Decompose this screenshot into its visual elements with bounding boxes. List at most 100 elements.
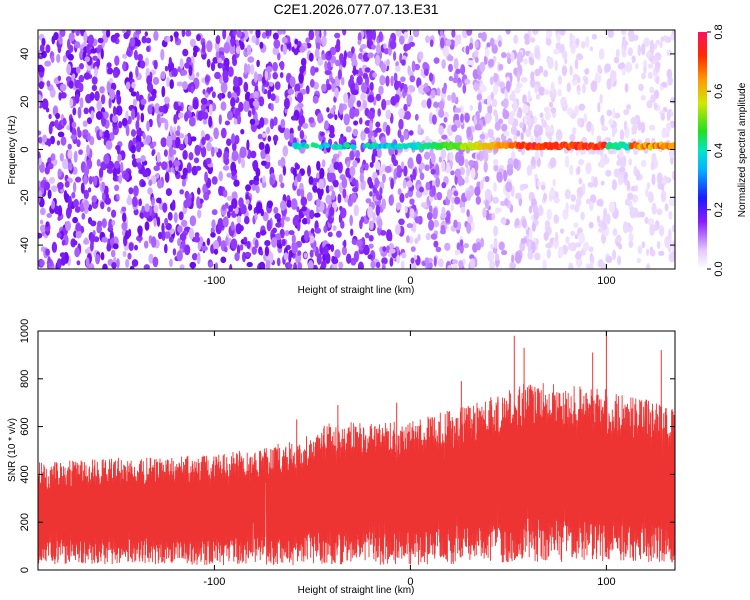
heatmap-cell bbox=[300, 196, 308, 207]
heatmap-cell bbox=[310, 78, 315, 88]
heatmap-cell bbox=[297, 125, 302, 132]
heatmap-cell bbox=[624, 198, 631, 206]
heatmap-cell bbox=[100, 201, 105, 210]
heatmap-cell bbox=[501, 52, 507, 59]
heatmap-cell bbox=[169, 258, 173, 268]
heatmap-cell bbox=[553, 197, 560, 204]
heatmap-cell bbox=[214, 262, 218, 269]
heatmap-cell bbox=[352, 186, 359, 193]
heatmap-cell bbox=[251, 35, 257, 44]
heatmap-cell bbox=[293, 179, 298, 187]
heatmap-cell bbox=[342, 30, 347, 36]
heatmap-cell bbox=[100, 252, 105, 261]
heatmap-cell bbox=[566, 107, 573, 116]
heatmap-cell bbox=[316, 160, 321, 171]
heatmap-cell bbox=[69, 44, 74, 53]
heatmap-cell bbox=[140, 112, 145, 123]
heatmap-cell bbox=[250, 150, 257, 159]
heatmap-cell bbox=[523, 33, 530, 41]
heatmap-cell bbox=[78, 82, 84, 93]
heatmap-cell bbox=[39, 259, 45, 267]
heatmap-cell bbox=[308, 30, 315, 41]
heatmap-cell bbox=[290, 115, 297, 121]
heatmap-cell bbox=[218, 92, 222, 101]
heatmap-cell bbox=[83, 199, 90, 210]
heatmap-cell bbox=[375, 121, 381, 128]
heatmap-signal-cell bbox=[351, 144, 357, 150]
heatmap-cell bbox=[361, 82, 368, 94]
heatmap-cell bbox=[121, 221, 128, 231]
heatmap-cell bbox=[245, 252, 252, 258]
heatmap-cell bbox=[629, 206, 636, 219]
heatmap-cell bbox=[608, 118, 614, 126]
heatmap-cell bbox=[656, 208, 663, 216]
heatmap-cell bbox=[57, 182, 64, 190]
heatmap-cell bbox=[261, 32, 267, 39]
heatmap-cell bbox=[572, 73, 579, 80]
heatmap-cell bbox=[575, 38, 580, 46]
heatmap-cell bbox=[294, 83, 301, 94]
heatmap-cell bbox=[541, 117, 545, 124]
heatmap-cell bbox=[90, 48, 97, 54]
heatmap-cell bbox=[424, 164, 430, 171]
heatmap-cell bbox=[309, 249, 314, 258]
heatmap-cell bbox=[613, 126, 618, 134]
snr-y-axis-label: SNR (10 * v/v) bbox=[7, 418, 18, 482]
heatmap-cell bbox=[375, 127, 382, 133]
heatmap-cell bbox=[624, 83, 629, 93]
heatmap-cell bbox=[111, 262, 117, 269]
heatmap-cell bbox=[534, 252, 541, 261]
heatmap-cell bbox=[78, 149, 83, 155]
heatmap-cell bbox=[286, 199, 292, 208]
heatmap-cell bbox=[264, 69, 269, 81]
colorbar-gradient bbox=[698, 32, 707, 269]
heatmap-cell bbox=[506, 163, 514, 170]
heatmap-cell bbox=[141, 35, 147, 44]
heatmap-cell bbox=[162, 202, 168, 213]
heatmap-cell bbox=[114, 32, 120, 39]
heatmap-cell bbox=[95, 254, 101, 265]
heatmap-cell bbox=[454, 107, 462, 113]
heatmap-cell bbox=[588, 221, 594, 229]
heatmap-cell bbox=[441, 206, 446, 215]
heatmap-cell bbox=[599, 158, 605, 169]
heatmap-cell bbox=[334, 32, 341, 39]
heatmap-cell bbox=[47, 138, 52, 147]
heatmap-cell bbox=[429, 39, 434, 47]
heatmap-cell bbox=[369, 81, 374, 92]
heatmap-cell bbox=[404, 110, 411, 120]
heatmap-cell bbox=[383, 48, 390, 55]
heatmap-cell bbox=[180, 69, 188, 76]
heatmap-cell bbox=[435, 246, 442, 253]
heatmap-cell bbox=[459, 243, 464, 254]
heatmap-cell bbox=[545, 38, 552, 46]
heatmap-cell bbox=[483, 55, 488, 65]
heatmap-cell bbox=[234, 134, 240, 145]
heatmap-cell bbox=[554, 60, 558, 72]
heatmap-cell bbox=[433, 57, 440, 64]
heatmap-cell bbox=[389, 40, 397, 50]
heatmap-cell bbox=[230, 161, 237, 173]
heatmap-cell bbox=[600, 180, 605, 186]
colorbar-tick-label: 0.8 bbox=[713, 24, 725, 39]
heatmap-cell bbox=[606, 109, 613, 117]
heatmap-cell bbox=[82, 120, 88, 127]
heatmap-cell bbox=[327, 50, 332, 56]
heatmap-cell bbox=[154, 103, 161, 114]
heatmap-cell bbox=[72, 216, 78, 224]
heatmap-cell bbox=[131, 259, 139, 267]
heatmap-cell bbox=[406, 180, 413, 188]
heatmap-cell bbox=[196, 254, 201, 265]
heatmap-cell bbox=[116, 193, 120, 200]
heatmap-cell bbox=[438, 108, 445, 118]
heatmap-cell bbox=[316, 198, 321, 208]
heatmap-cell bbox=[328, 185, 334, 192]
heatmap-cell bbox=[378, 85, 384, 95]
heatmap-y-tick-label: -40 bbox=[19, 237, 31, 253]
heatmap-cell bbox=[470, 167, 476, 180]
heatmap-cell bbox=[593, 176, 598, 188]
heatmap-cell bbox=[375, 204, 381, 216]
heatmap-cell bbox=[523, 58, 528, 65]
heatmap-cell bbox=[447, 265, 453, 269]
heatmap-cell bbox=[405, 192, 409, 199]
